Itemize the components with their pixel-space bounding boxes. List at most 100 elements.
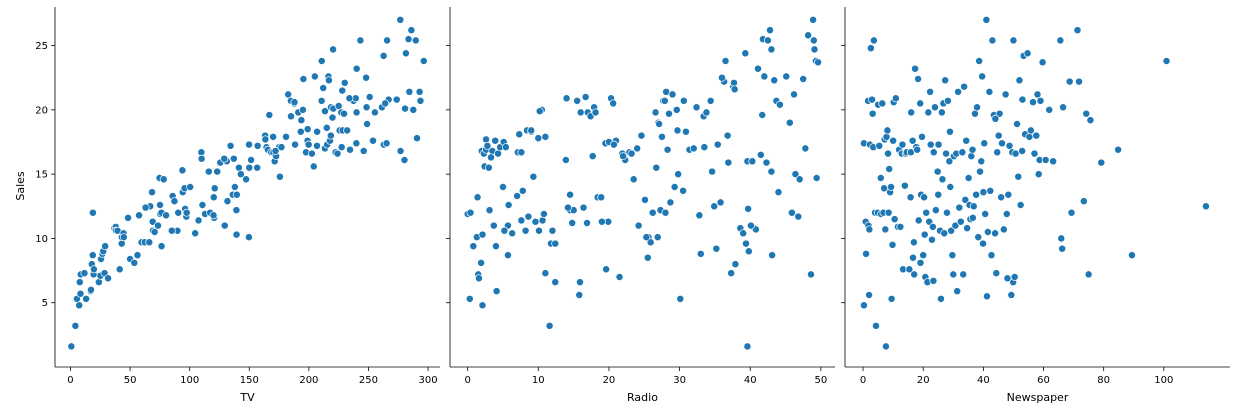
point-newspaper-110: [964, 174, 973, 182]
point-newspaper-3: [862, 249, 871, 258]
y-tick-label-tv-15: 15: [35, 170, 48, 181]
point-radio-161: [768, 251, 777, 260]
point-radio-147: [744, 204, 753, 213]
point-radio-97: [646, 238, 655, 247]
y-tick-label-tv-5: 5: [42, 298, 48, 309]
point-tv-184: [197, 154, 206, 163]
point-radio-35: [515, 130, 524, 139]
point-tv-55: [170, 197, 179, 206]
point-radio-85: [615, 273, 624, 281]
point-newspaper-142: [999, 225, 1008, 234]
point-tv-183: [298, 105, 307, 114]
point-radio-121: [695, 211, 704, 220]
point-tv-123: [313, 127, 322, 136]
point-newspaper-52: [907, 108, 916, 117]
point-radio-62: [568, 219, 577, 227]
point-tv-91: [245, 140, 253, 149]
point-tv-134: [328, 113, 337, 122]
point-radio-92: [634, 221, 643, 230]
point-newspaper-96: [949, 270, 958, 279]
point-newspaper-191: [968, 213, 977, 222]
point-tv-104: [275, 172, 284, 181]
point-newspaper-104: [958, 148, 967, 157]
point-newspaper-10: [868, 95, 877, 104]
point-radio-56: [551, 239, 560, 248]
point-newspaper-44: [898, 140, 907, 149]
point-radio-46: [535, 226, 543, 235]
point-radio-31: [504, 201, 513, 209]
point-tv-114: [297, 116, 306, 125]
point-newspaper-197: [1041, 156, 1050, 164]
point-newspaper-122: [977, 157, 986, 166]
point-newspaper-169: [1036, 96, 1045, 105]
point-radio-120: [692, 103, 701, 112]
point-tv-149: [352, 139, 361, 148]
point-newspaper-92: [945, 157, 954, 166]
point-newspaper-124: [979, 239, 988, 248]
point-tv-48: [156, 201, 164, 209]
point-tv-181: [365, 93, 374, 101]
point-newspaper-66: [920, 230, 929, 239]
point-newspaper-175: [1059, 103, 1068, 112]
point-tv-67: [194, 216, 203, 225]
point-newspaper-59: [914, 216, 923, 225]
point-tv-14: [89, 265, 98, 274]
point-tv-52: [159, 175, 168, 184]
point-radio-16: [484, 163, 493, 172]
point-radio-166: [787, 208, 796, 217]
point-radio-170: [795, 175, 804, 184]
point-newspaper-93: [946, 183, 955, 191]
point-tv-32: [119, 233, 128, 242]
x-axis-label-radio: Radio: [627, 391, 658, 404]
point-tv-198: [253, 141, 262, 150]
point-tv-46: [154, 221, 162, 230]
point-newspaper-54: [909, 238, 918, 247]
point-tv-175: [416, 96, 425, 105]
point-radio-69: [581, 93, 590, 101]
point-radio-57: [561, 156, 570, 164]
point-radio-107: [660, 96, 669, 105]
point-tv-179: [229, 154, 238, 163]
point-tv-162: [392, 95, 401, 104]
point-tv-182: [319, 84, 328, 92]
point-radio-174: [809, 15, 818, 24]
point-radio-182: [609, 140, 618, 149]
point-tv-71: [204, 167, 213, 176]
point-radio-135: [724, 158, 733, 167]
point-tv-125: [317, 57, 326, 65]
point-newspaper-87: [940, 229, 949, 238]
point-newspaper-183: [1086, 116, 1095, 125]
point-newspaper-31: [885, 165, 894, 173]
point-radio-171: [799, 75, 808, 83]
point-tv-95: [261, 135, 270, 144]
point-radio-157: [763, 36, 772, 45]
point-newspaper-141: [998, 139, 1006, 148]
point-newspaper-132: [987, 251, 996, 260]
point-radio-15: [482, 135, 490, 144]
point-radio-38: [518, 186, 527, 195]
point-newspaper-108: [962, 136, 971, 145]
point-radio-43: [529, 172, 538, 181]
point-radio-45: [534, 134, 543, 143]
point-newspaper-88: [941, 76, 950, 85]
point-radio-159: [767, 167, 776, 176]
x-tick-label-radio-10: 10: [532, 375, 545, 386]
point-newspaper-155: [1015, 76, 1024, 85]
point-radio-173: [807, 270, 815, 279]
x-tick-label-newspaper-0: 0: [860, 375, 866, 386]
point-radio-75: [591, 108, 600, 117]
point-radio-117: [679, 96, 688, 105]
point-radio-192: [689, 144, 698, 153]
point-newspaper-107: [961, 195, 970, 204]
point-newspaper-35: [888, 240, 897, 249]
point-newspaper-6: [865, 291, 874, 299]
x-tick-label-newspaper-40: 40: [977, 375, 990, 386]
point-tv-8: [82, 294, 91, 303]
point-radio-165: [782, 72, 791, 81]
point-radio-55: [551, 278, 560, 287]
point-newspaper-101: [954, 87, 963, 96]
point-newspaper-61: [916, 258, 925, 267]
point-tv-69: [198, 201, 207, 209]
point-newspaper-162: [1026, 126, 1035, 135]
point-newspaper-140: [997, 193, 1006, 202]
